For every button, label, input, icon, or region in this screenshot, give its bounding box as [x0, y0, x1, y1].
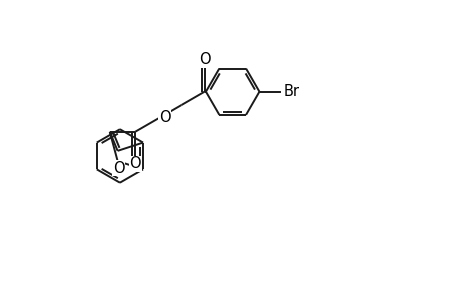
Text: O: O	[129, 156, 140, 171]
Text: O: O	[112, 161, 124, 176]
Text: O: O	[158, 110, 170, 125]
Text: O: O	[198, 52, 210, 67]
Text: Br: Br	[283, 84, 299, 99]
